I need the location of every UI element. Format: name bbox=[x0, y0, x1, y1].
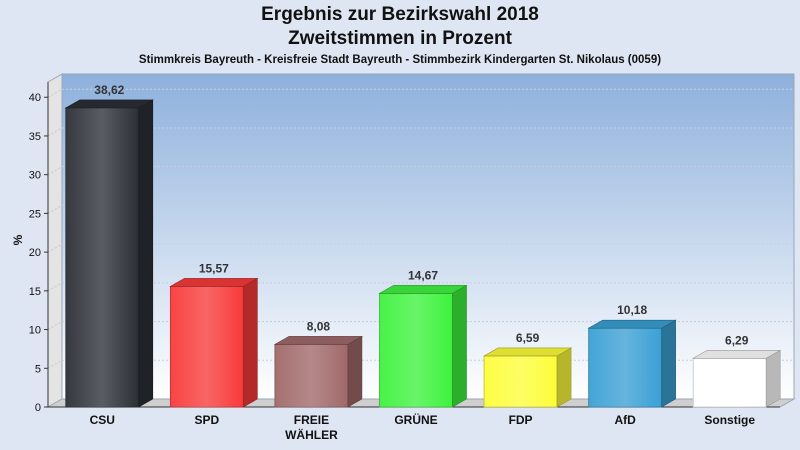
bar-side bbox=[765, 349, 781, 408]
y-tick-label: 5 bbox=[35, 363, 41, 375]
x-category-label: FREIE bbox=[294, 413, 329, 427]
chart-title: Ergebnis zur Bezirkswahl 2018 bbox=[261, 4, 539, 25]
gridline-side bbox=[47, 282, 63, 292]
bar-side bbox=[243, 277, 258, 408]
bar-top bbox=[482, 347, 573, 357]
bar-top bbox=[692, 349, 782, 359]
chart-subtitle: Stimmkreis Bayreuth - Kreisfreie Stadt B… bbox=[138, 54, 662, 66]
x-category-label: FDP bbox=[509, 413, 533, 427]
bar bbox=[64, 99, 154, 408]
bar-highlight bbox=[693, 358, 767, 407]
plot-side-wall bbox=[47, 73, 63, 408]
x-category-label: Sonstige bbox=[704, 413, 755, 427]
bar bbox=[169, 277, 259, 408]
bar-value-label: 6,59 bbox=[516, 331, 540, 345]
bar-value-label: 10,18 bbox=[617, 303, 647, 317]
bar-highlight bbox=[65, 107, 139, 408]
bar-side bbox=[556, 347, 572, 408]
x-category-label: CSU bbox=[90, 413, 115, 427]
bar-top bbox=[273, 336, 364, 345]
bar-highlight bbox=[484, 355, 558, 407]
x-category-label: AfD bbox=[614, 413, 636, 427]
y-tick-label: 30 bbox=[29, 170, 41, 182]
bar-highlight bbox=[170, 286, 244, 407]
x-category-label: GRÜNE bbox=[394, 412, 437, 427]
y-axis-label: % bbox=[11, 234, 25, 245]
gridline-side bbox=[47, 204, 63, 214]
bar bbox=[273, 335, 364, 408]
bar-value-label: 15,57 bbox=[199, 261, 229, 275]
bar bbox=[692, 349, 782, 408]
bar-top bbox=[587, 319, 677, 329]
bar-side bbox=[661, 319, 676, 408]
bar-top bbox=[64, 99, 154, 109]
x-category-label: SPD bbox=[195, 413, 220, 427]
gridline-side bbox=[47, 359, 63, 369]
gridline-side bbox=[47, 88, 63, 98]
y-tick-label: 0 bbox=[35, 402, 41, 414]
bar-top bbox=[378, 285, 468, 294]
bar bbox=[378, 284, 468, 408]
chart-title-line-2: Zweitstimmen in Prozent bbox=[288, 28, 512, 49]
bar-value-label: 8,08 bbox=[307, 319, 331, 333]
y-tick-label: 20 bbox=[29, 247, 41, 259]
bar-top bbox=[169, 278, 259, 287]
bar-side bbox=[138, 99, 154, 408]
bar-value-label: 38,62 bbox=[94, 83, 124, 97]
gridline-side bbox=[47, 166, 63, 176]
bar-side bbox=[347, 335, 363, 408]
y-tick-label: 10 bbox=[29, 325, 41, 337]
x-category-label-line-2: WÄHLER bbox=[285, 427, 338, 442]
y-tick-label: 35 bbox=[29, 131, 41, 143]
y-tick-label: 25 bbox=[29, 208, 41, 220]
bar-value-label: 6,29 bbox=[725, 333, 749, 347]
y-tick-label: 15 bbox=[29, 286, 41, 298]
bar-highlight bbox=[379, 293, 453, 407]
bar-side bbox=[452, 284, 467, 408]
gridline-side bbox=[47, 321, 63, 330]
bar-value-label: 14,67 bbox=[408, 268, 438, 282]
y-tick-label: 40 bbox=[29, 92, 41, 104]
bar bbox=[587, 319, 677, 408]
gridline-side bbox=[47, 127, 63, 137]
bar bbox=[482, 347, 573, 408]
gridline-side bbox=[47, 243, 63, 253]
bar-highlight bbox=[274, 344, 348, 407]
bar-highlight bbox=[588, 328, 662, 407]
